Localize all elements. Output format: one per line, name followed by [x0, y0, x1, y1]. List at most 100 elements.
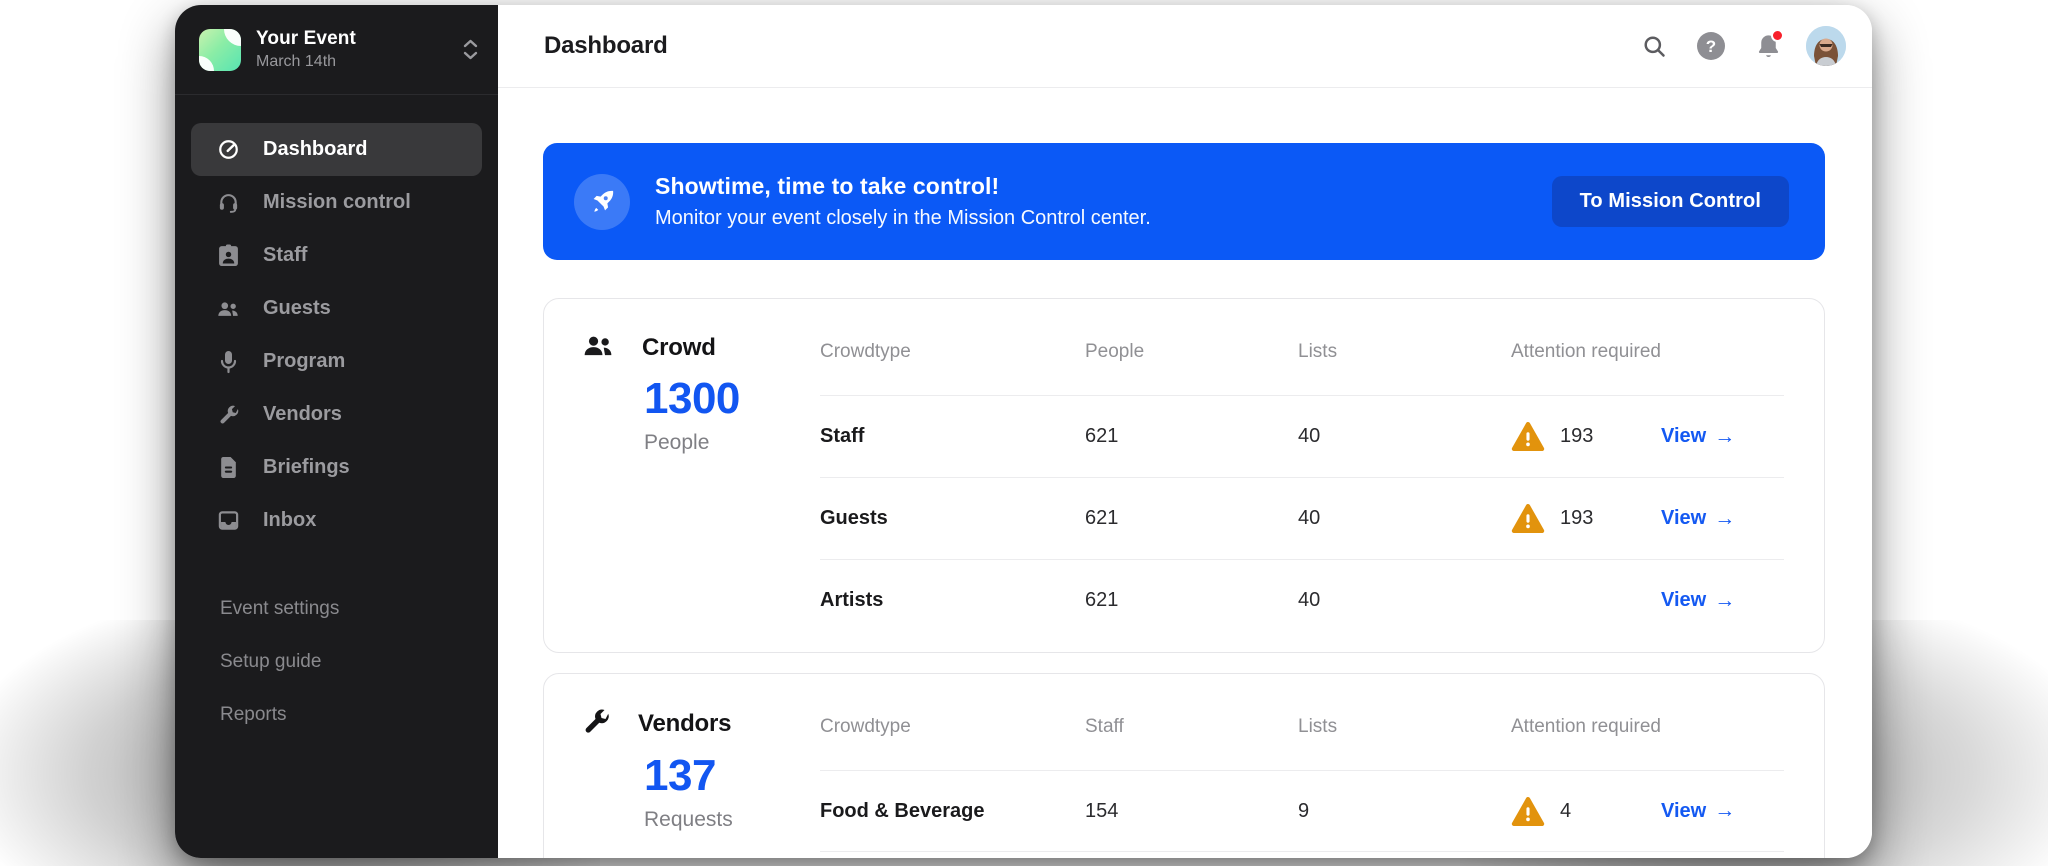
event-switcher[interactable]: Your Event March 14th: [175, 5, 498, 95]
arrow-right-icon: →: [1714, 506, 1736, 530]
column-header: Lists: [1298, 341, 1338, 362]
page-title: Dashboard: [544, 32, 668, 59]
notifications-bell-icon[interactable]: [1749, 27, 1787, 65]
row-value: 621: [1085, 507, 1119, 529]
sidebar: Your Event March 14th Dashboard: [175, 5, 498, 858]
card-title: Crowd: [642, 333, 716, 361]
event-logo: [199, 28, 241, 71]
main-area: Dashboard ?: [498, 5, 1872, 858]
attention-cell: 193: [1511, 421, 1661, 452]
gauge-icon: [216, 138, 240, 162]
wrench-icon: [581, 706, 611, 741]
table-row: Staff 621 40 193 View →: [820, 395, 1784, 477]
attention-count: 4: [1560, 799, 1572, 822]
sidebar-item-label: Dashboard: [263, 138, 368, 160]
banner-subtitle: Monitor your event closely in the Missio…: [655, 207, 1151, 229]
vendors-table: Crowdtype Staff Lists Attention required…: [769, 674, 1824, 858]
sidebar-item-reports[interactable]: Reports: [220, 703, 287, 725]
view-link[interactable]: View →: [1661, 799, 1736, 822]
row-label: Staff: [820, 425, 865, 447]
banner-title: Showtime, time to take control!: [655, 173, 1000, 199]
mission-control-banner: Showtime, time to take control! Monitor …: [543, 143, 1825, 260]
event-name: Your Event: [256, 28, 356, 49]
sidebar-item-mission-control[interactable]: Mission control: [191, 176, 482, 229]
column-header: Lists: [1298, 716, 1338, 737]
sidebar-item-vendors[interactable]: Vendors: [191, 388, 482, 441]
event-date: March 14th: [256, 53, 337, 70]
row-label: Guests: [820, 507, 888, 529]
warning-icon: [1511, 503, 1545, 534]
sidebar-item-label: Guests: [263, 297, 331, 319]
row-value: 621: [1085, 589, 1119, 611]
banner-text: Showtime, time to take control! Monitor …: [655, 173, 1151, 230]
crowd-stat: Crowd 1300 People: [544, 299, 769, 652]
crowd-total-label: People: [644, 431, 710, 454]
crowd-card: Crowd 1300 People Crowdtype People Lists…: [543, 298, 1825, 653]
view-link[interactable]: View →: [1661, 424, 1736, 448]
card-title: Vendors: [638, 709, 732, 737]
sidebar-item-inbox[interactable]: Inbox: [191, 494, 482, 547]
warning-icon: [1511, 796, 1545, 826]
row-value: 40: [1298, 589, 1321, 611]
column-header: Crowdtype: [820, 716, 911, 737]
column-header: Crowdtype: [820, 341, 911, 362]
view-link[interactable]: View →: [1661, 588, 1736, 612]
view-link[interactable]: View →: [1661, 506, 1736, 530]
row-value: 40: [1298, 425, 1321, 447]
arrow-right-icon: →: [1714, 799, 1736, 822]
row-value: 621: [1085, 425, 1119, 447]
row-label: Artists: [820, 589, 884, 611]
row-value: 40: [1298, 507, 1321, 529]
people-icon: [581, 331, 615, 364]
sidebar-item-guests[interactable]: Guests: [191, 282, 482, 335]
microphone-icon: [216, 350, 240, 374]
chevron-up-down-icon[interactable]: [463, 39, 478, 60]
to-mission-control-button[interactable]: To Mission Control: [1551, 176, 1789, 227]
search-icon[interactable]: [1635, 27, 1673, 65]
attention-cell: 193: [1511, 503, 1661, 534]
column-header: Attention required: [1511, 716, 1661, 737]
sidebar-item-briefings[interactable]: Briefings: [191, 441, 482, 494]
arrow-right-icon: →: [1714, 588, 1736, 612]
crowd-total: 1300: [644, 374, 740, 423]
warning-icon: [1511, 421, 1545, 452]
table-header-row: Crowdtype People Lists Attention require…: [820, 299, 1784, 395]
crowd-table: Crowdtype People Lists Attention require…: [769, 299, 1824, 652]
avatar[interactable]: [1806, 26, 1846, 66]
topbar-icons: ?: [1635, 26, 1846, 66]
vendors-card: Vendors 137 Requests Crowdtype Staff Lis…: [543, 673, 1825, 858]
attention-count: 193: [1560, 507, 1594, 529]
sidebar-item-program[interactable]: Program: [191, 335, 482, 388]
sidebar-item-event-settings[interactable]: Event settings: [220, 597, 340, 619]
table-header-row: Crowdtype Staff Lists Attention required: [820, 674, 1784, 770]
sidebar-item-staff[interactable]: Staff: [191, 229, 482, 282]
table-row: Guests 621 40 193 View →: [820, 477, 1784, 559]
arrow-right-icon: →: [1714, 424, 1736, 448]
sidebar-item-setup-guide[interactable]: Setup guide: [220, 650, 322, 672]
attention-count: 193: [1560, 425, 1594, 447]
svg-text:?: ?: [1706, 37, 1716, 56]
people-icon: [216, 297, 240, 321]
sidebar-item-label: Vendors: [263, 403, 342, 425]
help-icon[interactable]: ?: [1692, 27, 1730, 65]
sidebar-nav: Dashboard Mission control Staff: [175, 95, 498, 547]
table-row: Food & Beverage 154 9 4 View →: [820, 770, 1784, 852]
app-window: Your Event March 14th Dashboard: [175, 5, 1872, 858]
notification-badge: [1771, 29, 1784, 42]
row-value: 154: [1085, 799, 1119, 822]
headset-icon: [216, 191, 240, 215]
table-row: Artists 621 40 View →: [820, 559, 1784, 641]
vendors-total-label: Requests: [644, 808, 733, 831]
sidebar-item-label: Staff: [263, 244, 308, 266]
sidebar-item-label: Inbox: [263, 509, 317, 531]
row-label: Food & Beverage: [820, 799, 985, 822]
column-header: Staff: [1085, 716, 1124, 737]
document-icon: [216, 456, 240, 480]
sidebar-item-label: Program: [263, 350, 346, 372]
sidebar-item-dashboard[interactable]: Dashboard: [191, 123, 482, 176]
sidebar-secondary-nav: Event settings Setup guide Reports: [175, 582, 498, 741]
vendors-total: 137: [644, 751, 716, 800]
topbar: Dashboard ?: [498, 5, 1872, 88]
sidebar-item-label: Briefings: [263, 456, 350, 478]
attention-cell: 4: [1511, 796, 1661, 827]
